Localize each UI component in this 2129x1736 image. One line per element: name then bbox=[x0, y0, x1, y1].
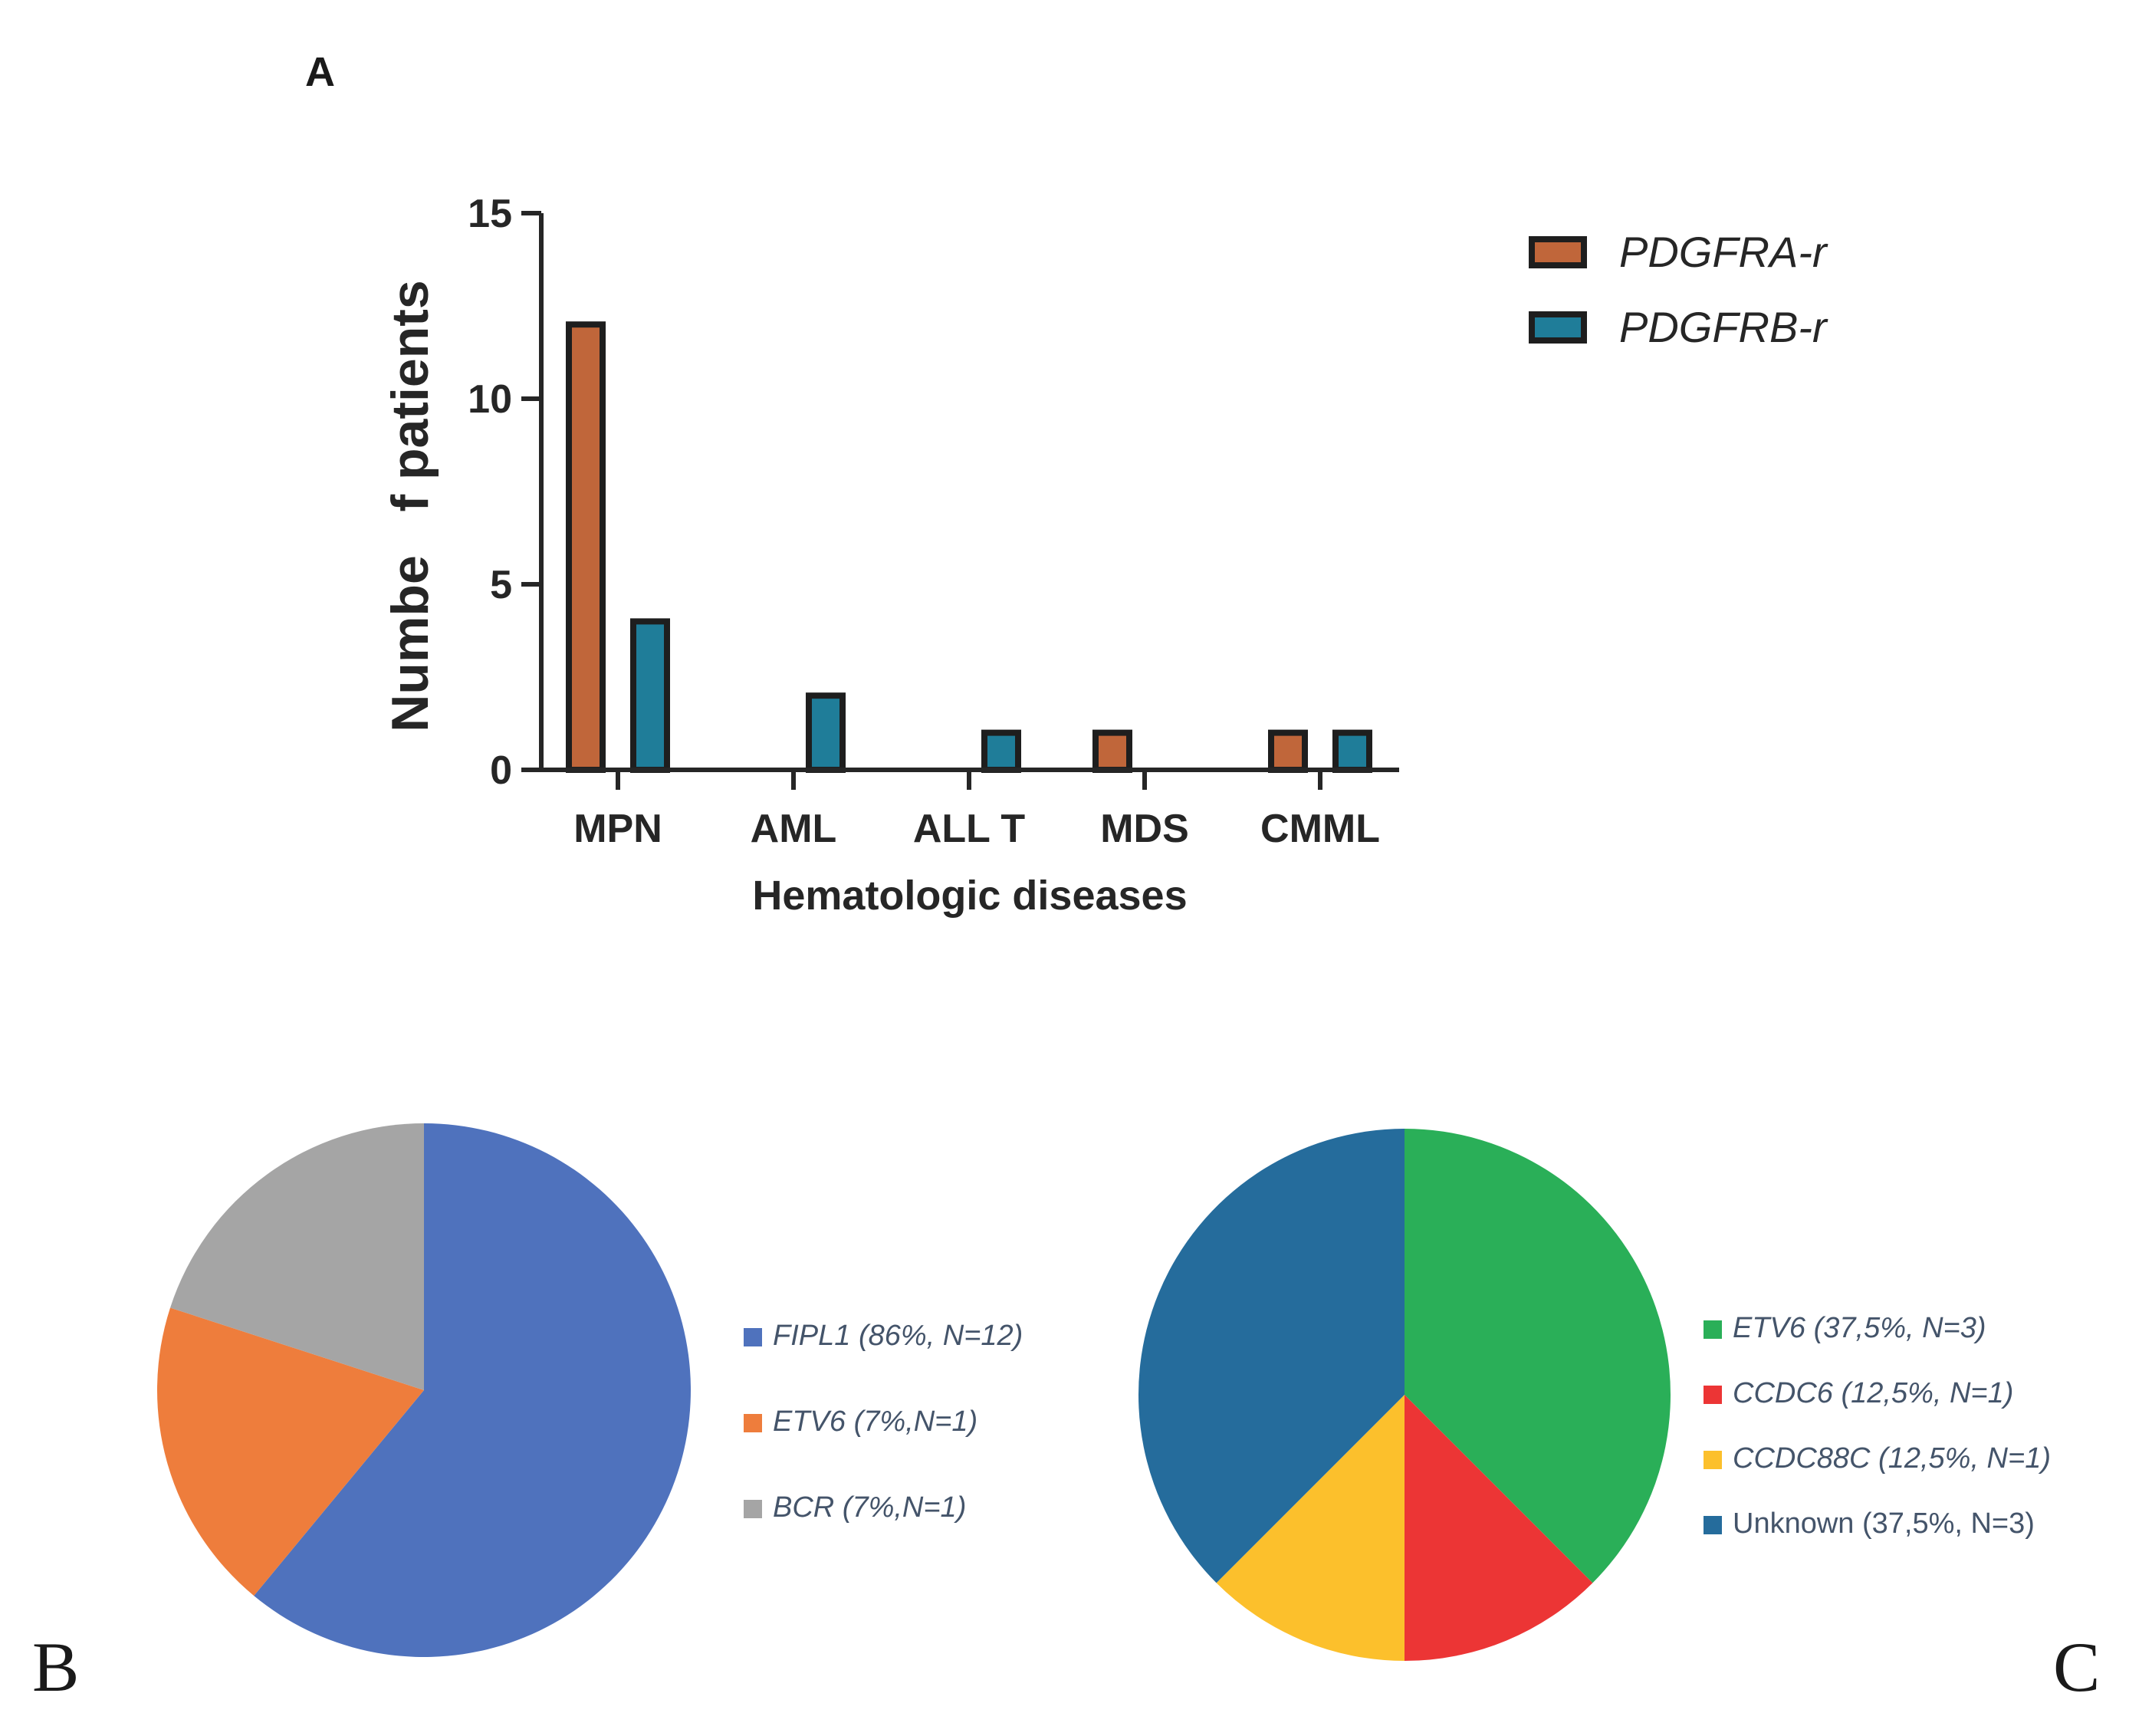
pie-c-legend-swatch-ccdc6 bbox=[1704, 1386, 1722, 1404]
pie-b-slice-fipl1 bbox=[254, 1123, 691, 1657]
pie-c-slice-unknown bbox=[1138, 1129, 1405, 1583]
pie-b-legend-swatch-etv6 bbox=[744, 1414, 762, 1432]
bar-pdgfrb-r-cmml bbox=[1332, 729, 1372, 773]
bar-pdgfra-r-mds bbox=[1092, 729, 1132, 773]
pie-chart-c: ETV6 (37,5%, N=3) CCDC6 (12,5%, N=1) CCDC8… bbox=[1138, 1129, 2051, 1661]
x-tick-label-aml: AML bbox=[751, 807, 837, 851]
pie-c-slice-etv6 bbox=[1405, 1129, 1671, 1583]
y-axis-title: Numbe f patients bbox=[381, 280, 439, 732]
bar-pdgfra-r-cmml bbox=[1268, 729, 1308, 773]
pie-c-legend-swatch-ccdc88c bbox=[1704, 1451, 1722, 1469]
pie-b-slice-etv6 bbox=[156, 1307, 424, 1596]
pie-c-legend-label-unknown: Unknown (37,5%, N=3) bbox=[1733, 1507, 2035, 1540]
bar-pdgfrb-r-mpn bbox=[630, 618, 670, 774]
pie-c-legend: ETV6 (37,5%, N=3) CCDC6 (12,5%, N=1) CCDC8… bbox=[1704, 1312, 2051, 1540]
pie-b-slice-bcr bbox=[170, 1123, 424, 1390]
pie-b-legend-swatch-fipl1 bbox=[744, 1328, 762, 1346]
legend-label-pdgfra-r: PDGFRA-r bbox=[1619, 228, 1828, 276]
pie-b-legend: FIPL1 (86%, N=12) ETV6 (7%,N=1) BCR (7%,N=… bbox=[744, 1320, 1023, 1524]
pie-c-legend-swatch-unknown bbox=[1704, 1516, 1722, 1534]
pie-c-slice-ccdc88c bbox=[1216, 1395, 1405, 1661]
x-tick-label-mds: MDS bbox=[1100, 807, 1189, 851]
bar-legend: PDGFRA-r PDGFRB-r bbox=[1529, 228, 1828, 351]
x-tick-label-all-t: ALL T bbox=[913, 807, 1026, 851]
pie-b-legend-label-etv6: ETV6 (7%,N=1) bbox=[773, 1406, 977, 1438]
pie-c-legend-label-ccdc6: CCDC6 (12,5%, N=1) bbox=[1733, 1377, 2013, 1409]
bar-pdgfra-r-mpn bbox=[566, 321, 606, 773]
pie-b-legend-swatch-bcr bbox=[744, 1500, 762, 1518]
legend-label-pdgfrb-r: PDGFRB-r bbox=[1619, 303, 1828, 351]
x-axis-title: Hematologic diseases bbox=[752, 873, 1187, 919]
legend-swatch-pdgfrb-r bbox=[1529, 311, 1587, 344]
bar-pdgfrb-r-all-t bbox=[981, 729, 1021, 773]
bar-chart: 0 5 10 15 MPN AML ALL T MDS CMML Hematologic di… bbox=[381, 192, 1828, 919]
pie-b-slices bbox=[156, 1123, 691, 1657]
x-tick-label-cmml: CMML bbox=[1260, 807, 1380, 851]
pie-b-legend-label-fipl1: FIPL1 (86%, N=12) bbox=[773, 1320, 1023, 1352]
panel-label-c: C bbox=[2053, 1628, 2100, 1706]
pie-b-legend-label-bcr: BCR (7%,N=1) bbox=[773, 1491, 966, 1524]
legend-swatch-pdgfra-r bbox=[1529, 236, 1587, 268]
bar-pdgfrb-r-aml bbox=[806, 692, 846, 774]
x-tick-label-mpn: MPN bbox=[573, 807, 662, 851]
pie-c-slice-ccdc6 bbox=[1405, 1395, 1593, 1661]
pie-c-legend-label-etv6: ETV6 (37,5%, N=3) bbox=[1733, 1312, 1986, 1344]
pie-chart-b: FIPL1 (86%, N=12) ETV6 (7%,N=1) BCR (7%,N=… bbox=[156, 1123, 1023, 1657]
pie-c-legend-swatch-etv6 bbox=[1704, 1320, 1722, 1339]
y-tick-label: 5 bbox=[490, 563, 512, 607]
y-tick-label: 10 bbox=[468, 377, 512, 422]
pie-c-legend-label-ccdc88c: CCDC88C (12,5%, N=1) bbox=[1733, 1442, 2051, 1475]
y-tick-label: 15 bbox=[468, 192, 512, 236]
panel-label-b: B bbox=[32, 1628, 79, 1706]
pie-c-slices bbox=[1138, 1129, 1671, 1661]
y-axis-ticks: 0 5 10 15 bbox=[468, 192, 541, 793]
panel-label-a: A bbox=[305, 49, 335, 95]
x-axis-ticks: MPN AML ALL T MDS CMML bbox=[573, 770, 1380, 851]
bars bbox=[566, 321, 1372, 774]
y-tick-label: 0 bbox=[490, 748, 512, 793]
